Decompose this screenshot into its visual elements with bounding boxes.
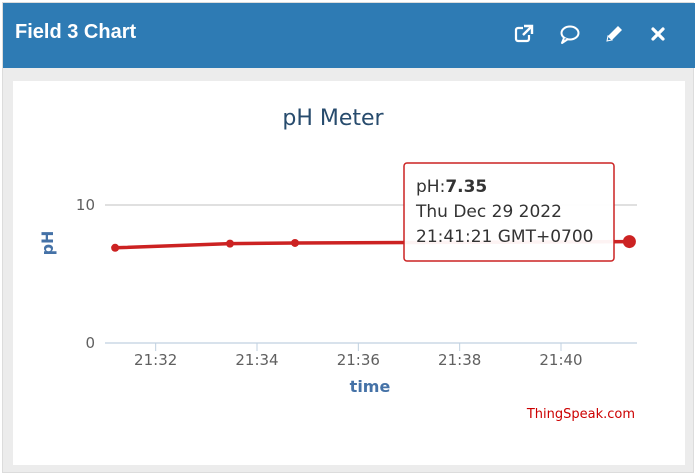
y-tick-label: 10 xyxy=(76,196,95,214)
x-tick-label: 21:34 xyxy=(235,351,278,369)
y-axis-label: pH xyxy=(38,231,57,256)
edit-button[interactable] xyxy=(601,21,627,47)
close-icon xyxy=(651,27,665,41)
open-external-icon xyxy=(514,24,534,43)
data-point xyxy=(111,243,120,252)
comment-button[interactable] xyxy=(557,21,583,47)
tooltip-value: 7.35 xyxy=(445,177,487,197)
tooltip-value-line: pH:7.35 xyxy=(416,177,487,197)
tooltip-time: 21:41:21 GMT+0700 xyxy=(416,227,594,247)
tooltip-label: pH: xyxy=(416,177,445,197)
ph-line-chart: pH Meter 0 10 21:32 21:34 21:36 21:38 21:40 pH… xyxy=(38,106,637,422)
comment-icon xyxy=(560,25,580,44)
close-button[interactable] xyxy=(645,21,671,47)
data-point xyxy=(622,235,636,249)
x-tick-label: 21:32 xyxy=(134,351,177,369)
chart-ticks: 0 10 21:32 21:34 21:36 21:38 21:40 xyxy=(76,196,583,369)
x-axis-label: time xyxy=(350,377,391,396)
y-tick-label: 0 xyxy=(85,334,95,352)
data-point xyxy=(291,238,299,247)
edit-icon xyxy=(606,26,622,42)
chart-panel: pH Meter 0 10 21:32 21:34 21:36 21:38 21:40 pH… xyxy=(13,81,685,465)
tooltip-box xyxy=(403,162,615,262)
thingspeak-credit-link[interactable]: ThingSpeak.com xyxy=(526,407,635,422)
data-point xyxy=(225,239,234,248)
x-tick-label: 21:36 xyxy=(337,351,380,369)
tooltip: pH:7.35 Thu Dec 29 2022 21:41:21 GMT+070… xyxy=(403,162,615,262)
x-tick-label: 21:40 xyxy=(539,351,582,369)
tooltip-date: Thu Dec 29 2022 xyxy=(415,202,562,222)
open-external-button[interactable] xyxy=(511,21,537,47)
x-tick-label: 21:38 xyxy=(438,351,481,369)
widget-header: Field 3 Chart xyxy=(3,3,695,68)
widget-title: Field 3 Chart xyxy=(15,21,137,43)
chart-title: pH Meter xyxy=(282,106,384,131)
